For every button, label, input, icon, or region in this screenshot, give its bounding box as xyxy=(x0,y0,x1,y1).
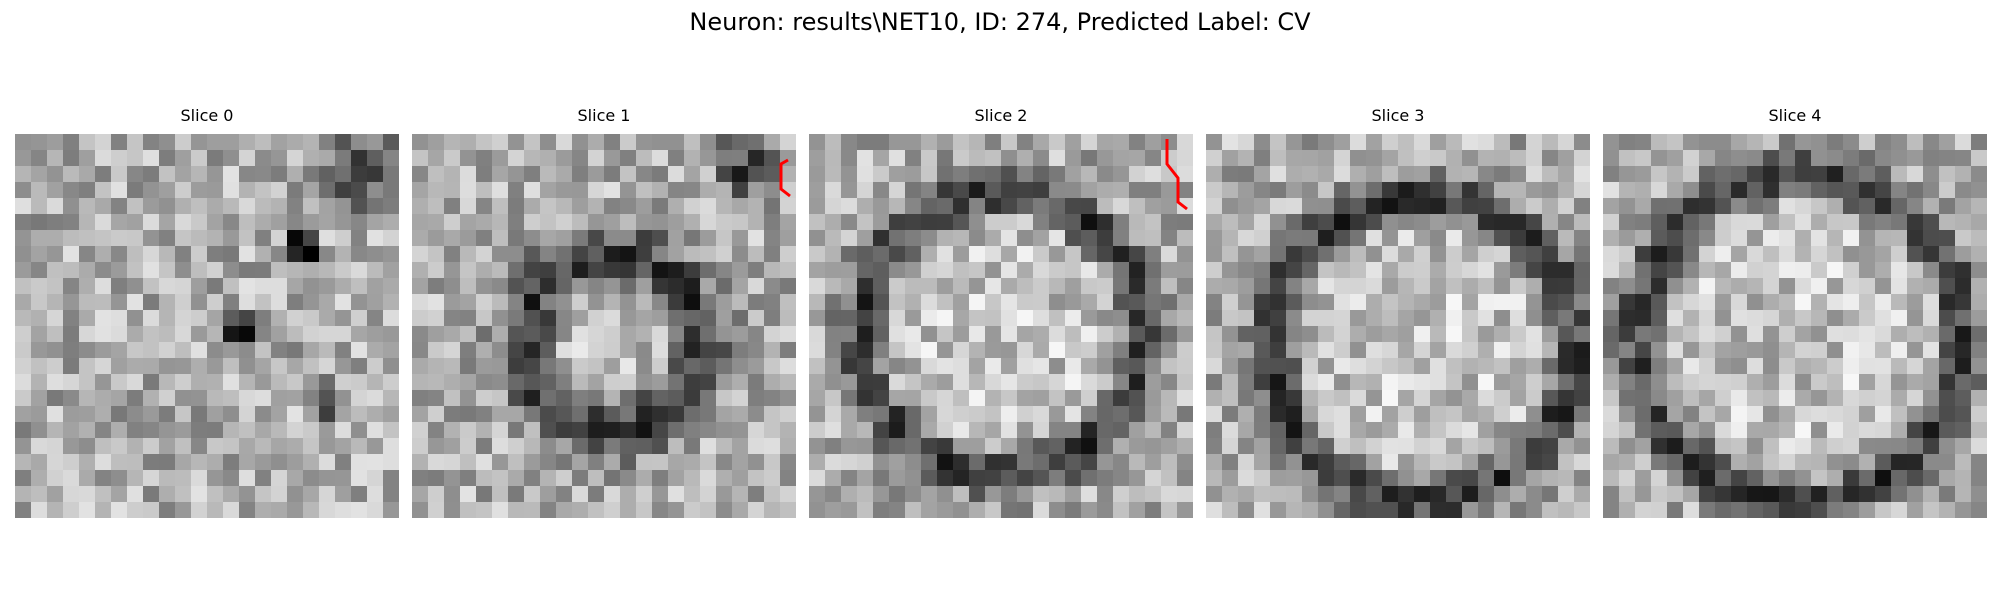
slice-title: Slice 2 xyxy=(974,106,1028,125)
slice-panel-4: Slice 4 xyxy=(1603,106,1987,518)
slice-image xyxy=(1603,134,1987,518)
slice-image xyxy=(809,134,1193,518)
red-contour-line xyxy=(1165,139,1188,211)
contour-overlay xyxy=(779,158,791,198)
slice-panel-1: Slice 1 xyxy=(412,106,796,518)
slice-title: Slice 0 xyxy=(180,106,234,125)
slice-image xyxy=(15,134,399,518)
slice-panel-0: Slice 0 xyxy=(15,106,399,518)
slice-image xyxy=(412,134,796,518)
slice-title: Slice 4 xyxy=(1768,106,1822,125)
red-contour-line xyxy=(779,158,791,198)
slice-title: Slice 1 xyxy=(577,106,631,125)
figure-title: Neuron: results\NET10, ID: 274, Predicte… xyxy=(689,8,1311,36)
slice-title: Slice 3 xyxy=(1371,106,1425,125)
slice-panel-3: Slice 3 xyxy=(1206,106,1590,518)
contour-overlay xyxy=(1165,139,1188,211)
slice-image xyxy=(1206,134,1590,518)
slice-panel-2: Slice 2 xyxy=(809,106,1193,518)
